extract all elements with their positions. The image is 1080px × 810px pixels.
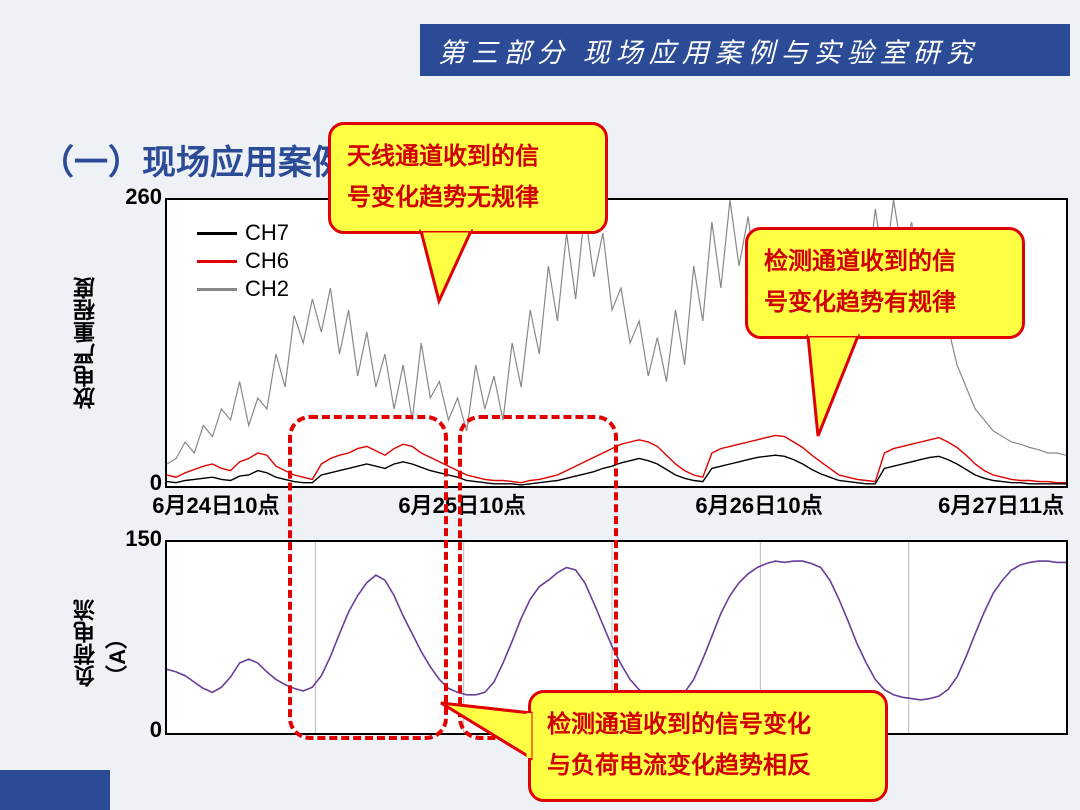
callout-detect-regular: 检测通道收到的信 号变化趋势有规律 — [745, 227, 1025, 339]
callout-detect-line1: 检测通道收到的信 — [764, 242, 1006, 283]
header-title: 第三部分 现场应用案例与实验室研究 — [438, 31, 979, 70]
chart1-legend: CH7CH6CH2 — [187, 212, 299, 310]
legend-item: CH7 — [197, 220, 289, 246]
callout-detect-tail-icon — [808, 336, 888, 436]
highlight-box-1 — [288, 415, 448, 740]
chart2-ytick: 150 — [125, 526, 162, 552]
chart1-xtick: 6月27日11点 — [938, 488, 1064, 520]
header-bar: 第三部分 现场应用案例与实验室研究 — [420, 24, 1070, 76]
callout-antenna-line2: 号变化趋势无规律 — [347, 178, 589, 219]
callout-antenna-tail-icon — [421, 231, 501, 301]
callout-detect-line2: 号变化趋势有规律 — [764, 283, 1006, 324]
callout-inverse-line1: 检测通道收到的信号变化 — [547, 705, 869, 746]
chart1-xtick: 6月26日10点 — [695, 488, 822, 520]
callout-inverse: 检测通道收到的信号变化 与负荷电流变化趋势相反 — [528, 690, 888, 802]
chart2-ylabel: 负荷电流（A） — [70, 589, 134, 687]
chart2-ytick: 0 — [150, 717, 162, 743]
callout-inverse-tail-icon — [441, 713, 531, 773]
chart1-ylabel: 放电严重程度 — [70, 277, 102, 409]
callout-antenna-line1: 天线通道收到的信 — [347, 137, 589, 178]
legend-item: CH6 — [197, 248, 289, 274]
footer-block — [0, 770, 110, 810]
callout-inverse-line2: 与负荷电流变化趋势相反 — [547, 746, 869, 787]
section-title: （一）现场应用案例8 — [40, 135, 365, 184]
callout-antenna: 天线通道收到的信 号变化趋势无规律 — [328, 122, 608, 234]
chart1-xtick: 6月24日10点 — [152, 488, 279, 520]
chart1-ytick: 260 — [125, 184, 162, 210]
legend-item: CH2 — [197, 276, 289, 302]
